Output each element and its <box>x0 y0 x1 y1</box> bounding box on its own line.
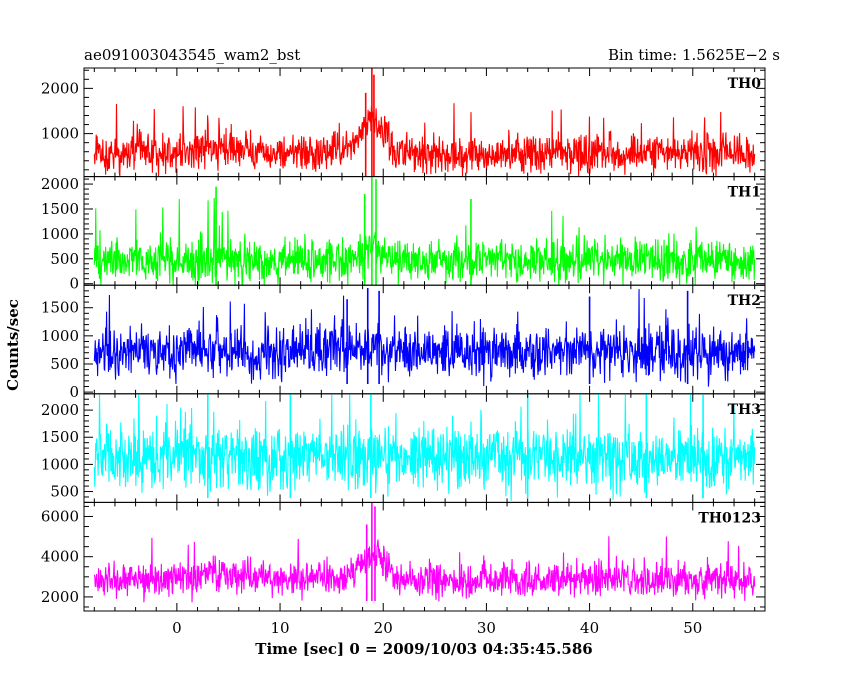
panels: 1000 2000 TH0 0 500 1000 1500 2000 TH1 0 500 1000 15… <box>41 67 766 612</box>
bin-time-label: Bin time: 1.5625E−2 s <box>608 46 780 64</box>
x-axis: 0 10 20 30 40 50 <box>172 619 702 637</box>
x-tick-label: 40 <box>580 619 599 637</box>
y-tick-label: 1500 <box>41 299 79 317</box>
x-tick-label: 20 <box>374 619 393 637</box>
panel-frame <box>83 501 766 612</box>
panel-th3: 500 1000 1500 2000 TH3 <box>41 393 766 503</box>
panel-th2: 0 500 1000 1500 TH2 <box>41 284 766 401</box>
x-tick-label: 0 <box>172 619 182 637</box>
panel-label-th3: TH3 <box>728 402 761 418</box>
y-tick-label: 2000 <box>41 588 79 606</box>
y-tick-label: 500 <box>50 355 79 373</box>
panel-th0: 1000 2000 TH0 <box>41 67 766 178</box>
y-tick-label: 2000 <box>41 401 79 419</box>
series-line-th1 <box>93 197 756 286</box>
chart-title: ae091003043545_wam2_bst <box>84 46 300 64</box>
panel-frame <box>83 67 766 178</box>
y-tick-label: 0 <box>69 275 79 293</box>
y-tick-label: 1000 <box>41 225 79 243</box>
y-axis-title: Counts/sec <box>4 299 22 391</box>
y-tick-label: 500 <box>50 250 79 268</box>
panel-label-th0123: TH0123 <box>698 510 761 526</box>
panel-label-th2: TH2 <box>728 293 761 309</box>
series-line-th0123 <box>93 536 756 603</box>
panel-th0123: 2000 4000 6000 TH0123 <box>41 501 766 612</box>
y-tick-label: 1500 <box>41 428 79 446</box>
y-tick-label: 4000 <box>41 548 79 566</box>
x-tick-label: 10 <box>270 619 289 637</box>
panel-label-th1: TH1 <box>728 185 761 201</box>
y-tick-label: 1500 <box>41 200 79 218</box>
y-tick-label: 0 <box>69 383 79 401</box>
series-line-th3 <box>93 393 756 501</box>
x-tick-label: 30 <box>477 619 496 637</box>
y-tick-label: 500 <box>50 483 79 501</box>
y-tick-label: 2000 <box>41 79 79 97</box>
y-tick-label: 1000 <box>41 125 79 143</box>
x-tick-label: 50 <box>683 619 702 637</box>
panel-th1: 0 500 1000 1500 2000 TH1 <box>41 175 766 293</box>
y-tick-label: 1000 <box>41 327 79 345</box>
x-axis-title: Time [sec] 0 = 2009/10/03 04:35:45.586 <box>255 640 592 658</box>
y-tick-label: 1000 <box>41 455 79 473</box>
series-line-th2 <box>93 289 756 387</box>
panel-label-th0: TH0 <box>728 76 762 92</box>
y-tick-label: 6000 <box>41 507 79 525</box>
y-tick-label: 2000 <box>41 175 79 193</box>
series-line-th0 <box>93 103 756 177</box>
